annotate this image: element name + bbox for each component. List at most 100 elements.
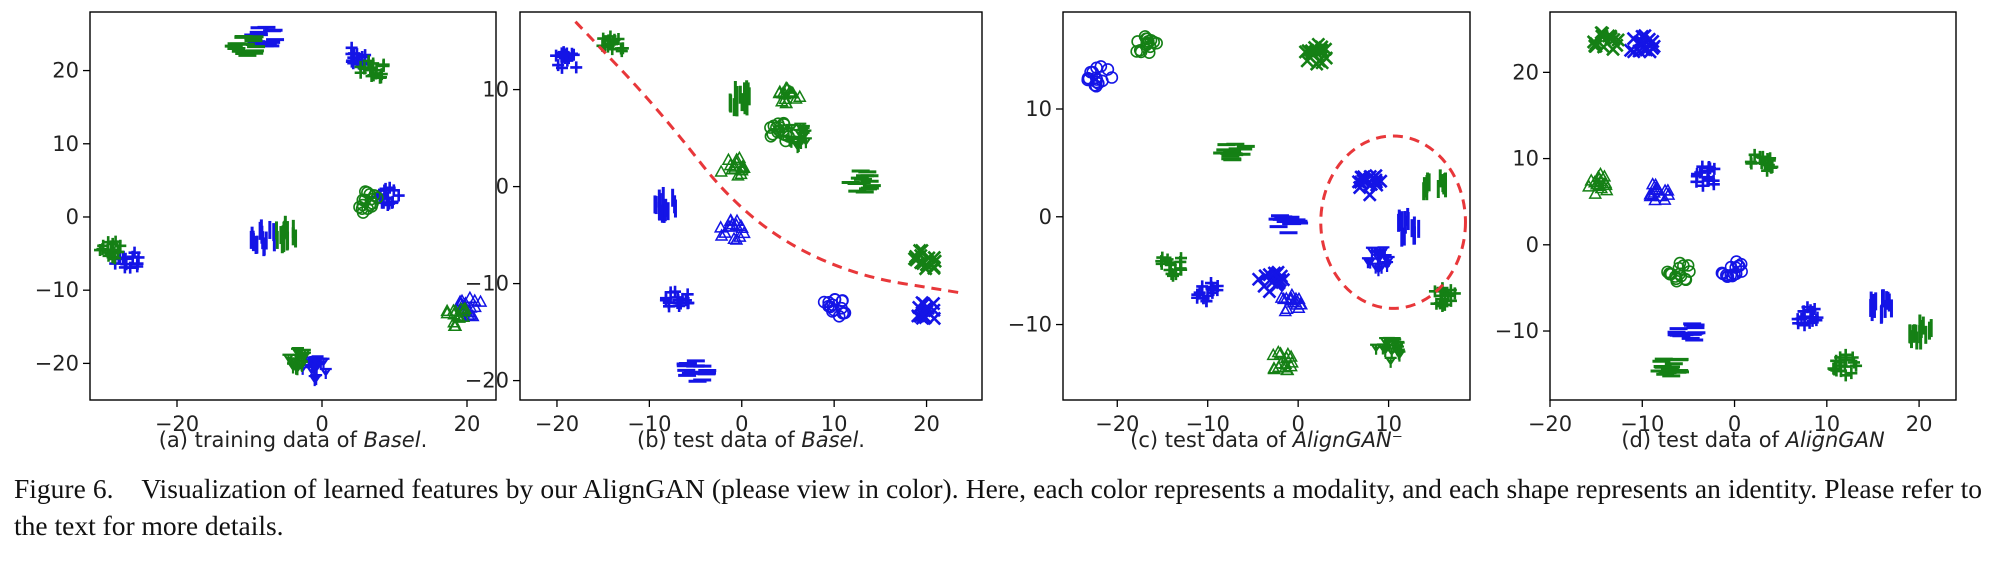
point-x [907,251,922,266]
cluster-plus [550,46,583,74]
point-triangle-down [1372,265,1385,277]
x-tick-label: 0 [1728,412,1741,436]
point-triangle-up [732,150,747,164]
point-triangle-up [773,84,787,97]
cluster-circle [1081,60,1119,93]
point-triangle-up [1646,188,1660,201]
cluster-triangle-up [1582,166,1614,199]
point-plus [1702,171,1715,184]
point-circle [764,121,777,134]
subcaption-method: Basel [801,428,858,452]
cluster-hline [1213,142,1255,162]
point-triangle-up [737,225,751,239]
y-tick-label: 20 [1512,60,1539,84]
point-plus [1846,351,1859,364]
x-tick-label: −10 [1186,412,1230,436]
cluster-plus [1155,251,1188,282]
point-plus [1810,314,1823,327]
y-tick-label: −10 [1008,313,1052,337]
cluster-triangle-up [1266,344,1299,376]
cluster-plus [1744,148,1779,177]
cluster-plus [1428,282,1461,313]
subcaption-prefix: (c) test data of [1130,428,1293,452]
subcaption: (d) test data of AlignGAN [1621,428,1885,452]
y-tick-label: 10 [1512,147,1539,171]
point-triangle-up [1285,355,1299,368]
point-plus [616,42,629,55]
y-tick-label: −20 [465,369,509,393]
point-plus [1840,353,1853,366]
subcaption-suffix: . [421,428,428,452]
y-tick-label: 10 [52,132,79,156]
point-x [1362,187,1377,202]
point-plus [1834,351,1847,364]
point-triangle-up [1654,188,1668,202]
point-triangle-up [448,318,463,331]
point-triangle-down [310,373,323,386]
cluster-triangle-up [714,150,751,181]
point-triangle-up [1274,356,1288,369]
point-plus [1850,359,1863,372]
point-x [1251,272,1266,287]
point-triangle-down [1373,251,1386,263]
point-triangle-down [1376,343,1389,355]
point-triangle-down [291,347,304,359]
point-x [1267,266,1282,280]
point-circle [773,121,787,134]
point-triangle-down [295,360,308,372]
point-triangle-up [1280,301,1294,315]
cluster-hline [1650,357,1689,378]
point-circle [1084,65,1097,79]
panel-d-test-aligngan: −20 −10 0 10 20 −10 0 10 20 (d) test data of Alig… [1495,11,1957,452]
point-plus [1191,291,1204,304]
x-tick-label: 20 [454,412,481,436]
point-x [912,243,927,258]
cluster-triangle-up [713,213,751,245]
point-plus [1444,284,1457,297]
point-circle [363,198,377,212]
y-tick-label: −20 [35,351,79,375]
point-triangle-down [319,367,332,380]
point-plus [601,40,614,53]
cluster-x [907,243,942,276]
point-triangle-up [784,85,798,98]
point-triangle-up [728,159,742,172]
point-triangle-up [452,310,466,323]
series-modality-green [1130,30,1461,376]
x-tick-label: 10 [821,412,848,436]
point-triangle-up [793,89,807,102]
point-x [916,308,930,323]
subcaption-method: Basel [364,428,421,452]
point-triangle-up [779,80,793,94]
point-plus [1155,257,1168,270]
cluster-plus [94,235,127,265]
point-circle [1130,45,1143,58]
point-plus [1795,312,1808,325]
point-plus [370,64,383,77]
cluster-circle [1715,255,1748,283]
point-plus [1748,148,1761,161]
point-triangle-up [1266,347,1281,361]
series-modality-green [94,34,472,376]
point-triangle-up [1276,291,1291,305]
point-x [1611,33,1626,47]
point-circle [817,295,831,309]
plot-frame [1549,11,1957,401]
point-plus [559,48,572,61]
subcaption-prefix: (d) test data of [1621,428,1785,452]
point-triangle-up [1284,349,1298,362]
point-triangle-up [1285,287,1299,301]
cluster-x [1586,25,1626,57]
cluster-triangle-down [296,355,332,387]
cluster-hline [841,169,881,194]
subcaption: (c) test data of AlignGAN⁻ [1130,428,1403,452]
cluster-triangle-up [1274,287,1308,317]
x-tick-label: 20 [1906,412,1933,436]
x-tick-label: −20 [155,412,199,436]
point-triangle-down [1384,356,1397,368]
point-circle [838,306,852,320]
figure-panels: −20 0 20 −20 −10 0 10 20 (a) training data of Ba… [35,11,1957,452]
cluster-triangle-up [440,301,472,331]
x-tick-label: −20 [535,412,579,436]
y-tick-label: 0 [66,205,79,229]
